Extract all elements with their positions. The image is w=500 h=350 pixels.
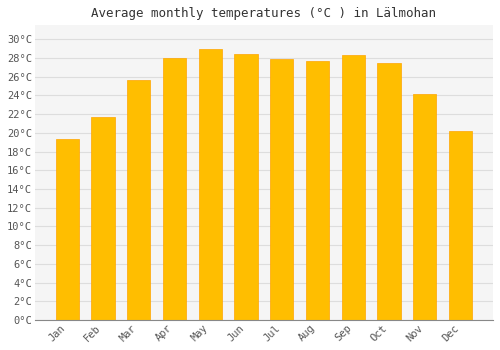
Bar (378, 63, 400, 320)
Bar (270, 59, 293, 320)
Bar (306, 61, 329, 320)
Title: Average monthly temperatures (°C ) in Lälmohan: Average monthly temperatures (°C ) in Lä… (92, 7, 436, 20)
Bar (127, 80, 150, 320)
Bar (163, 58, 186, 320)
Bar (198, 49, 222, 320)
Bar (234, 54, 258, 320)
Bar (92, 117, 114, 320)
Bar (342, 55, 365, 320)
Bar (413, 93, 436, 320)
Bar (56, 139, 79, 320)
Bar (449, 131, 472, 320)
